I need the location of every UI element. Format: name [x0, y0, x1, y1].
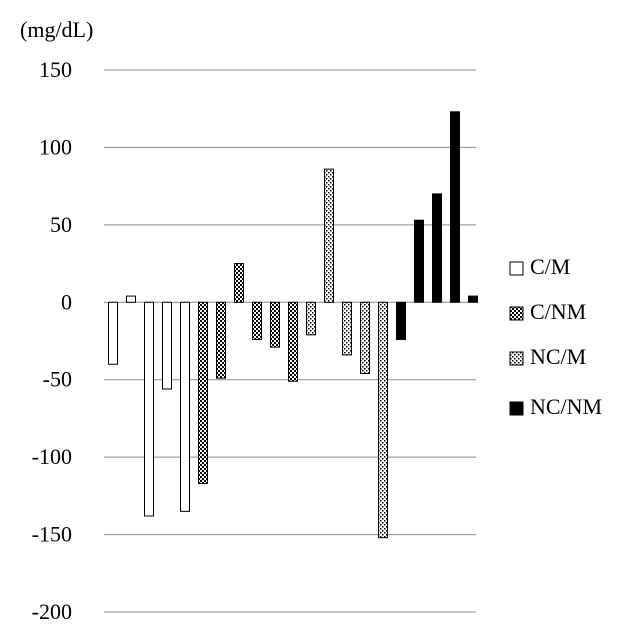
legend-label-nc-m: NC/M: [530, 344, 586, 369]
bar-c-nm: [270, 301, 280, 348]
y-tick-label: -150: [32, 522, 72, 547]
bar-nc-nm: [468, 295, 478, 303]
bar-nc-m: [378, 301, 388, 539]
y-tick-label: 0: [61, 289, 72, 314]
legend-label-c-m: C/M: [530, 254, 570, 279]
y-tick-label: 150: [39, 57, 72, 82]
legend: C/M C/NM NC/M NC/NM: [509, 254, 602, 419]
bar-nc-nm: [396, 301, 406, 340]
bar-nc-m: [324, 168, 334, 303]
bar-c-m: [108, 301, 118, 365]
legend-swatch-c-m: [509, 261, 524, 276]
legend-swatch-nc-nm: [509, 401, 524, 416]
bar-c-m: [162, 301, 172, 390]
bar-c-m: [144, 301, 154, 517]
y-tick-label: -200: [32, 599, 72, 624]
legend-label-nc-nm: NC/NM: [530, 394, 602, 419]
y-tick-label: 50: [50, 212, 72, 237]
bar-nc-nm: [432, 193, 442, 303]
bar-c-nm: [288, 301, 298, 382]
bar-nc-nm: [414, 219, 424, 303]
y-unit-label: (mg/dL): [20, 17, 93, 42]
bar-nc-m: [342, 301, 352, 356]
legend-swatch-c-nm: [509, 306, 524, 321]
bars: [108, 111, 478, 539]
bar-c-nm: [216, 301, 226, 379]
y-tick-label: 100: [39, 134, 72, 159]
legend-label-c-nm: C/NM: [530, 299, 586, 324]
bar-c-nm: [252, 301, 262, 340]
bar-nc-m: [360, 301, 370, 375]
y-tick-labels: 150 100 50 0 -50 -100 -150 -200: [32, 57, 72, 624]
y-tick-label: -100: [32, 444, 72, 469]
bar-c-m: [126, 295, 136, 303]
bar-nc-nm: [450, 111, 460, 303]
legend-swatch-nc-m: [509, 351, 524, 366]
bar-c-nm: [198, 301, 208, 484]
bar-c-nm: [234, 263, 244, 303]
bar-nc-m: [306, 301, 316, 336]
bar-c-m: [180, 301, 190, 512]
y-tick-label: -50: [43, 367, 72, 392]
